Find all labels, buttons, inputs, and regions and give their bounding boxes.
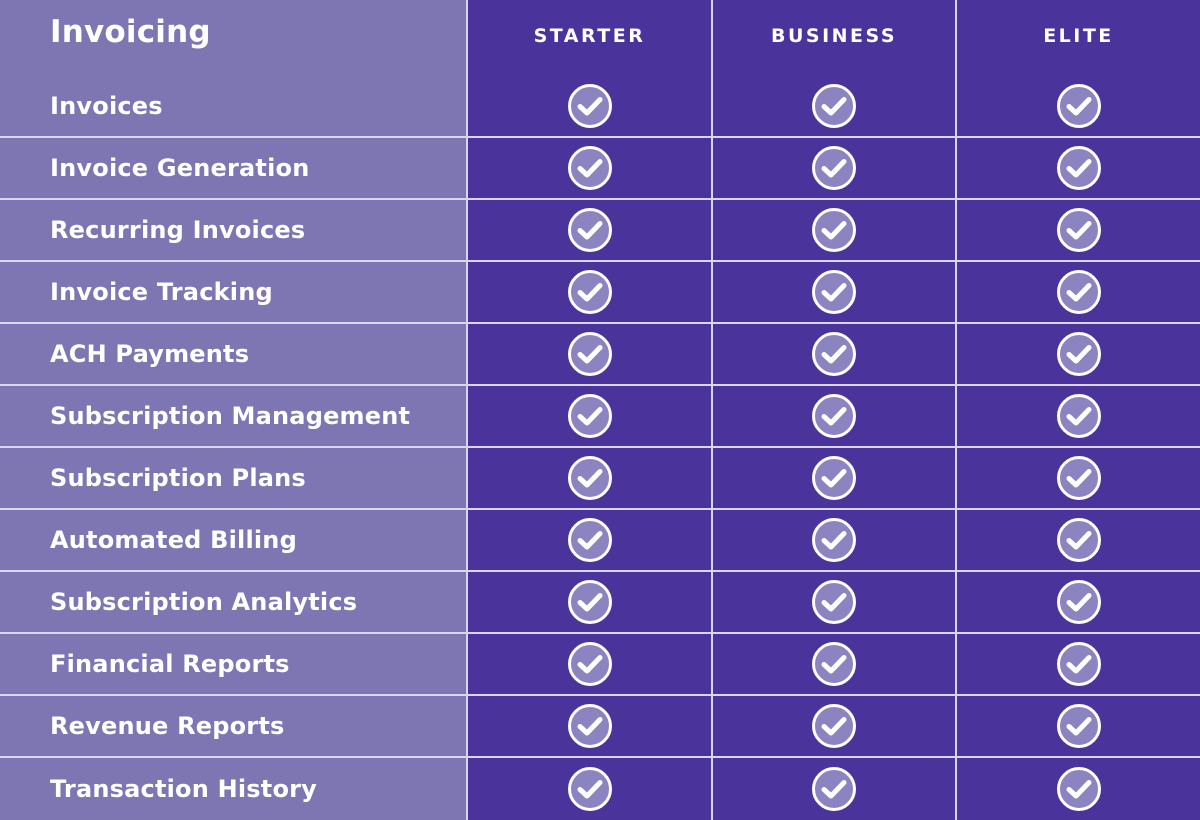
feature-label: Subscription Analytics bbox=[0, 572, 466, 634]
check-circle-icon bbox=[1056, 518, 1101, 562]
check-circle-icon bbox=[567, 704, 612, 748]
feature-cell-elite bbox=[955, 76, 1200, 138]
check-circle-icon bbox=[1056, 704, 1101, 748]
plan-header-business: BUSINESS bbox=[711, 0, 955, 76]
feature-label: ACH Payments bbox=[0, 324, 466, 386]
check-circle-icon bbox=[567, 84, 612, 128]
check-circle-icon bbox=[812, 518, 856, 562]
feature-cell-elite bbox=[955, 758, 1200, 820]
feature-cell-starter bbox=[466, 758, 711, 820]
feature-cell-elite bbox=[955, 200, 1200, 262]
feature-cell-business bbox=[711, 510, 955, 572]
check-circle-icon bbox=[1056, 84, 1101, 128]
feature-cell-business bbox=[711, 324, 955, 386]
feature-cell-elite bbox=[955, 510, 1200, 572]
feature-cell-business bbox=[711, 200, 955, 262]
feature-label: Invoice Generation bbox=[0, 138, 466, 200]
feature-cell-starter bbox=[466, 572, 711, 634]
check-circle-icon bbox=[812, 704, 856, 748]
feature-cell-elite bbox=[955, 634, 1200, 696]
check-circle-icon bbox=[812, 208, 856, 252]
check-circle-icon bbox=[1056, 456, 1101, 500]
feature-cell-starter bbox=[466, 200, 711, 262]
check-circle-icon bbox=[567, 767, 612, 811]
feature-cell-business bbox=[711, 572, 955, 634]
feature-cell-starter bbox=[466, 510, 711, 572]
check-circle-icon bbox=[812, 642, 856, 686]
feature-cell-business bbox=[711, 758, 955, 820]
check-circle-icon bbox=[1056, 580, 1101, 624]
feature-cell-elite bbox=[955, 324, 1200, 386]
check-circle-icon bbox=[567, 332, 612, 376]
check-circle-icon bbox=[1056, 394, 1101, 438]
check-circle-icon bbox=[1056, 208, 1101, 252]
feature-cell-elite bbox=[955, 572, 1200, 634]
check-circle-icon bbox=[1056, 146, 1101, 190]
table-title: Invoicing bbox=[0, 0, 466, 76]
feature-cell-business bbox=[711, 262, 955, 324]
check-circle-icon bbox=[567, 642, 612, 686]
feature-cell-business bbox=[711, 386, 955, 448]
feature-label: Revenue Reports bbox=[0, 696, 466, 758]
feature-cell-starter bbox=[466, 696, 711, 758]
check-circle-icon bbox=[567, 394, 612, 438]
feature-cell-elite bbox=[955, 696, 1200, 758]
check-circle-icon bbox=[1056, 642, 1101, 686]
check-circle-icon bbox=[812, 84, 856, 128]
check-circle-icon bbox=[567, 580, 612, 624]
feature-cell-starter bbox=[466, 448, 711, 510]
check-circle-icon bbox=[567, 518, 612, 562]
check-circle-icon bbox=[812, 332, 856, 376]
feature-cell-starter bbox=[466, 386, 711, 448]
feature-cell-starter bbox=[466, 634, 711, 696]
feature-cell-elite bbox=[955, 262, 1200, 324]
feature-cell-business bbox=[711, 138, 955, 200]
check-circle-icon bbox=[812, 456, 856, 500]
feature-label: Recurring Invoices bbox=[0, 200, 466, 262]
feature-cell-business bbox=[711, 76, 955, 138]
feature-cell-business bbox=[711, 448, 955, 510]
feature-cell-business bbox=[711, 696, 955, 758]
feature-cell-business bbox=[711, 634, 955, 696]
feature-cell-starter bbox=[466, 138, 711, 200]
feature-cell-elite bbox=[955, 448, 1200, 510]
feature-cell-elite bbox=[955, 386, 1200, 448]
feature-label: Financial Reports bbox=[0, 634, 466, 696]
check-circle-icon bbox=[1056, 332, 1101, 376]
check-circle-icon bbox=[812, 767, 856, 811]
feature-cell-elite bbox=[955, 138, 1200, 200]
check-circle-icon bbox=[1056, 270, 1101, 314]
feature-label: Automated Billing bbox=[0, 510, 466, 572]
check-circle-icon bbox=[567, 270, 612, 314]
check-circle-icon bbox=[812, 580, 856, 624]
feature-cell-starter bbox=[466, 76, 711, 138]
plan-header-starter: STARTER bbox=[466, 0, 711, 76]
check-circle-icon bbox=[1056, 767, 1101, 811]
feature-label: Invoices bbox=[0, 76, 466, 138]
check-circle-icon bbox=[567, 208, 612, 252]
check-circle-icon bbox=[567, 456, 612, 500]
check-circle-icon bbox=[567, 146, 612, 190]
check-circle-icon bbox=[812, 270, 856, 314]
feature-label: Subscription Plans bbox=[0, 448, 466, 510]
check-circle-icon bbox=[812, 146, 856, 190]
plan-header-elite: ELITE bbox=[955, 0, 1200, 76]
feature-label: Transaction History bbox=[0, 758, 466, 820]
feature-label: Subscription Management bbox=[0, 386, 466, 448]
check-circle-icon bbox=[812, 394, 856, 438]
feature-cell-starter bbox=[466, 324, 711, 386]
feature-label: Invoice Tracking bbox=[0, 262, 466, 324]
feature-cell-starter bbox=[466, 262, 711, 324]
